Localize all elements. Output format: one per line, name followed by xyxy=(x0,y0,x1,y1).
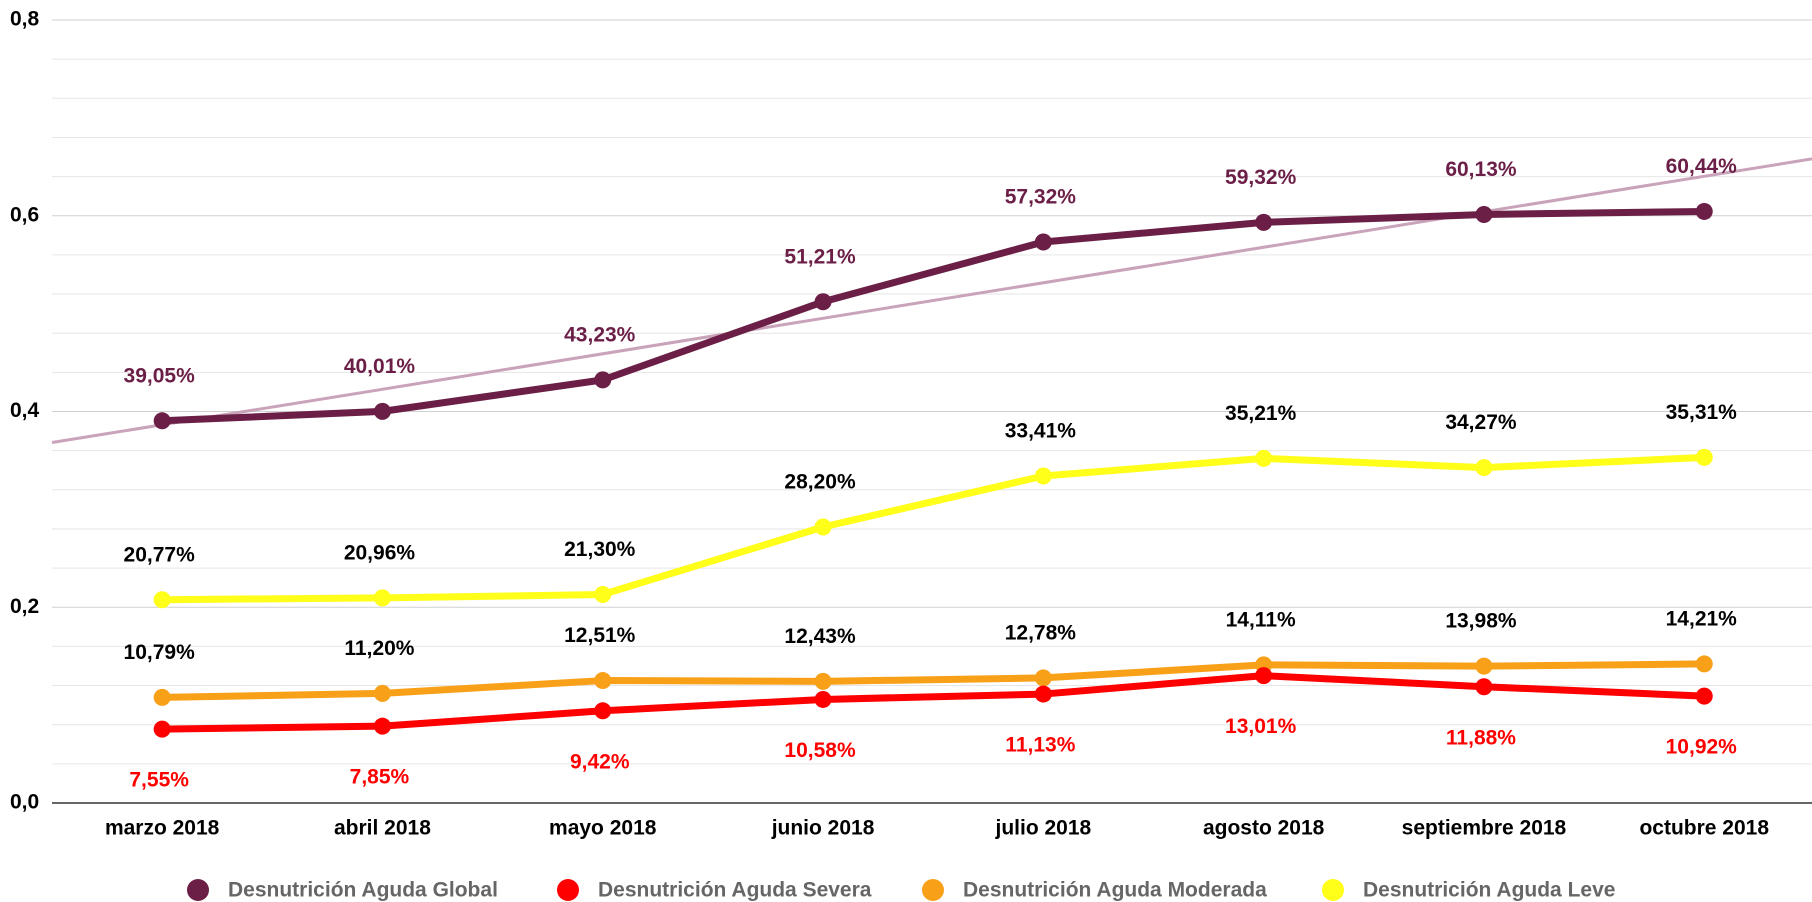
data-label: 20,77% xyxy=(124,543,196,566)
point xyxy=(594,371,612,389)
data-label: 12,51% xyxy=(564,624,636,647)
data-label: 7,55% xyxy=(129,769,189,792)
legend-label: Desnutrición Aguda Leve xyxy=(1363,879,1615,902)
point xyxy=(1034,233,1052,251)
point xyxy=(1034,669,1052,687)
legend-label: Desnutrición Aguda Severa xyxy=(598,879,872,902)
trendline xyxy=(51,157,1812,445)
point xyxy=(814,518,832,536)
point xyxy=(1255,449,1273,467)
point xyxy=(814,672,832,690)
point xyxy=(594,586,612,604)
point xyxy=(373,589,391,607)
point xyxy=(153,688,171,706)
legend-swatch xyxy=(557,879,579,901)
point xyxy=(814,690,832,708)
data-label: 10,58% xyxy=(784,739,856,762)
data-label: 39,05% xyxy=(124,364,196,387)
data-label: 11,88% xyxy=(1446,726,1516,749)
point xyxy=(1475,205,1493,223)
point xyxy=(373,402,391,420)
point xyxy=(594,672,612,690)
data-label: 33,41% xyxy=(1005,420,1077,443)
series-line xyxy=(162,453,1705,604)
x-tick-label: mayo 2018 xyxy=(549,817,657,840)
data-label: 28,20% xyxy=(784,471,856,494)
legend-swatch xyxy=(1322,879,1344,901)
data-label: 35,31% xyxy=(1666,401,1738,424)
x-tick-label: agosto 2018 xyxy=(1203,817,1325,840)
legend-label: Desnutrición Aguda Moderada xyxy=(963,879,1267,902)
point xyxy=(1475,678,1493,696)
point xyxy=(1034,685,1052,703)
data-label: 40,01% xyxy=(344,355,416,378)
data-label: 7,85% xyxy=(350,766,410,789)
data-label: 12,43% xyxy=(784,625,856,648)
data-label: 20,96% xyxy=(344,541,416,564)
data-label: 11,20% xyxy=(344,637,414,660)
data-label: 35,21% xyxy=(1225,402,1297,425)
y-tick-label: 0,4 xyxy=(10,399,40,422)
data-label: 59,32% xyxy=(1225,166,1297,189)
point xyxy=(1695,448,1713,466)
y-tick-label: 0,0 xyxy=(10,791,39,814)
data-label: 21,30% xyxy=(564,538,636,561)
data-label: 9,42% xyxy=(570,750,630,773)
point xyxy=(1255,213,1273,231)
data-label: 57,32% xyxy=(1005,186,1077,209)
point xyxy=(594,702,612,720)
point xyxy=(153,720,171,738)
point xyxy=(373,684,391,702)
data-label: 13,01% xyxy=(1225,715,1297,738)
data-label: 60,13% xyxy=(1445,158,1517,181)
data-label: 10,79% xyxy=(124,641,196,664)
point xyxy=(1695,687,1713,705)
data-label: 51,21% xyxy=(784,245,856,268)
point xyxy=(153,412,171,430)
point xyxy=(153,591,171,609)
legend-swatch xyxy=(922,879,944,901)
y-tick-label: 0,2 xyxy=(10,595,39,618)
x-tick-label: marzo 2018 xyxy=(105,817,220,840)
y-tick-label: 0,6 xyxy=(10,203,39,226)
data-label: 60,44% xyxy=(1666,155,1738,178)
series-line xyxy=(162,660,1705,701)
data-label: 10,92% xyxy=(1666,736,1738,759)
data-label: 11,13% xyxy=(1005,734,1075,757)
data-label: 43,23% xyxy=(564,323,636,346)
point xyxy=(1695,202,1713,220)
x-tick-label: octubre 2018 xyxy=(1639,817,1769,840)
series-line xyxy=(162,672,1705,733)
x-tick-label: septiembre 2018 xyxy=(1402,817,1567,840)
data-label: 14,21% xyxy=(1666,607,1738,630)
x-tick-label: junio 2018 xyxy=(771,817,875,840)
point xyxy=(1695,655,1713,673)
point xyxy=(1034,467,1052,485)
data-label: 13,98% xyxy=(1445,610,1517,633)
y-tick-label: 0,8 xyxy=(10,8,40,31)
point xyxy=(1475,657,1493,675)
data-label: 12,78% xyxy=(1005,621,1077,644)
data-label: 34,27% xyxy=(1445,411,1517,434)
x-tick-label: julio 2018 xyxy=(994,817,1091,840)
legend-swatch xyxy=(187,879,209,901)
point xyxy=(373,717,391,735)
data-label: 14,11% xyxy=(1226,608,1296,631)
series-line xyxy=(162,207,1705,425)
point xyxy=(1255,667,1273,685)
legend-label: Desnutrición Aguda Global xyxy=(228,879,498,902)
point xyxy=(814,293,832,311)
x-tick-label: abril 2018 xyxy=(334,817,431,840)
point xyxy=(1475,459,1493,477)
